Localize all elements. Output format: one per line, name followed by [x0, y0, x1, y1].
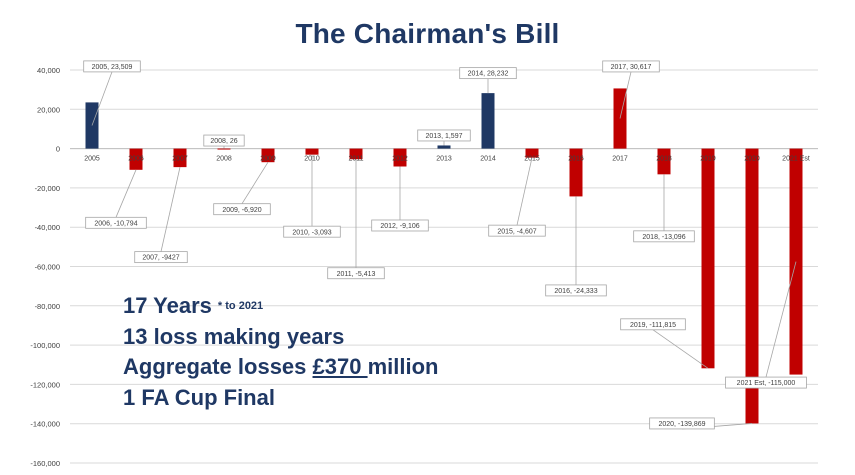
x-tick-label: 2016	[568, 156, 584, 163]
bar-2011	[349, 148, 363, 160]
data-label-box	[725, 376, 807, 389]
leader-line	[652, 329, 709, 369]
data-label-box	[213, 203, 271, 216]
y-tick-label: 0	[56, 145, 60, 154]
note-aggregate-suffix: million	[367, 354, 439, 379]
leader-line	[516, 157, 533, 226]
bar-2010	[305, 148, 319, 155]
chart-title: The Chairman's Bill	[295, 18, 560, 49]
note-aggregate-amount: £370	[312, 354, 368, 379]
data-label: 2019, -111,815	[630, 322, 676, 329]
y-tick-label: -80,000	[35, 302, 60, 311]
leader-line	[91, 71, 113, 126]
y-tick-label: -100,000	[30, 341, 60, 350]
data-label-box	[83, 60, 141, 73]
data-label: 2021 Est, -115,000	[737, 380, 796, 387]
note-fa-cup: 1 FA Cup Final	[123, 384, 275, 410]
y-tick-label: -160,000	[30, 459, 60, 468]
summary-notes: 17 Years * to 2021 13 loss making years A…	[123, 291, 438, 413]
x-axis-ticks: 2005 2006 2007 2008 2009 2010 2011 2012 2013 2014…	[84, 156, 810, 163]
data-label: 2007, -9427	[142, 255, 179, 262]
y-tick-label: -60,000	[35, 263, 60, 272]
bar-2020	[745, 148, 759, 424]
data-label-box	[545, 284, 607, 297]
data-label-box	[85, 216, 147, 229]
x-tick-label: 2005	[84, 156, 100, 163]
data-label: 2014, 28,232	[468, 71, 509, 78]
data-label: 2015, -4,607	[497, 228, 536, 235]
x-tick-label: 2007	[172, 156, 188, 163]
x-tick-label: 2017	[612, 156, 628, 163]
y-tick-label: -20,000	[35, 184, 60, 193]
x-tick-label: 2011	[348, 156, 363, 163]
data-label: 2018, -13,096	[642, 234, 685, 241]
data-label: 2016, -24,333	[554, 288, 597, 295]
bar-2014	[481, 93, 495, 149]
data-label-box	[134, 251, 188, 264]
bar-2006	[129, 148, 143, 170]
bar-2016	[569, 148, 583, 197]
x-tick-label: 2008	[216, 156, 232, 163]
data-label-box	[327, 267, 385, 280]
y-tick-label: 20,000	[37, 105, 60, 114]
note-aggregate-prefix: Aggregate losses	[123, 354, 313, 379]
y-tick-label: 40,000	[37, 66, 60, 75]
x-tick-label: 2009	[260, 156, 276, 163]
bar-2008	[217, 148, 231, 150]
x-tick-label: 2020	[744, 156, 760, 163]
x-tick-label: 2019	[700, 156, 716, 163]
data-label: 2009, -6,920	[222, 207, 261, 214]
x-tick-label: 2014	[480, 156, 496, 163]
bar-2012	[393, 148, 407, 167]
data-label-box	[371, 219, 429, 232]
leader-line	[115, 169, 137, 218]
x-tick-label: 2013	[436, 156, 452, 163]
y-tick-label: -40,000	[35, 223, 60, 232]
leader-line	[160, 167, 181, 252]
x-tick-label: 2006	[128, 156, 144, 163]
bar-2007	[173, 148, 187, 168]
y-axis-ticks: 40,000 20,000 0 -20,000 -40,000 -60,000 -80,00…	[30, 66, 60, 468]
data-label: 2005, 23,509	[92, 64, 133, 71]
data-label-box	[417, 129, 471, 142]
x-tick-label: 2018	[656, 156, 672, 163]
leader-line	[241, 161, 269, 204]
x-tick-label: 2021 Est	[782, 156, 810, 163]
data-label: 2020, -139,869	[658, 421, 705, 428]
note-years-text: 17 Years	[123, 293, 212, 318]
y-tick-label: -140,000	[30, 420, 60, 429]
data-label: 2008, 26	[210, 138, 237, 145]
data-label: 2012, -9,106	[380, 223, 419, 230]
data-label-box	[602, 60, 660, 73]
data-label-box	[203, 134, 245, 147]
y-tick-label: -120,000	[30, 380, 60, 389]
data-label: 2011, -5,413	[337, 271, 376, 278]
bar-2009	[261, 148, 275, 163]
data-label-box	[283, 225, 341, 238]
bar-2019	[701, 148, 715, 369]
data-label: 2010, -3,093	[292, 229, 331, 236]
data-label: 2013, 1,597	[426, 133, 463, 140]
data-label-box	[459, 67, 517, 80]
note-years-footnote: * to 2021	[217, 300, 264, 312]
data-label: 2006, -10,794	[94, 220, 137, 227]
data-label-box	[488, 224, 546, 237]
data-label: 2017, 30,617	[611, 64, 652, 71]
data-label-box	[620, 318, 686, 331]
bar-2013	[437, 145, 451, 149]
bar-2015	[525, 148, 539, 158]
data-label-box	[633, 230, 695, 243]
leader-line	[619, 71, 632, 119]
note-years: 17 Years * to 2021	[123, 291, 438, 322]
leader-line	[765, 261, 797, 378]
bar-2018	[657, 148, 671, 175]
note-aggregate-losses: Aggregate losses £370 million	[123, 352, 438, 383]
data-labels: 2005, 23,509 2006, -10,794 2007, -9427 2008…	[83, 60, 807, 430]
x-tick-label: 2012	[392, 156, 408, 163]
data-label-box	[649, 417, 715, 430]
label-leader-lines	[91, 71, 797, 430]
note-loss-years: 13 loss making years	[123, 323, 345, 349]
